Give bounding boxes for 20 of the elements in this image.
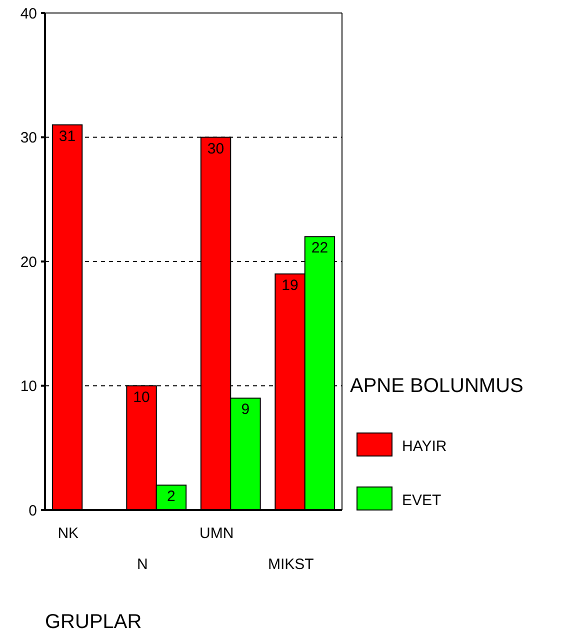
data-label: 2 bbox=[167, 488, 176, 506]
data-label: 10 bbox=[133, 388, 150, 406]
y-tick-label: 10 bbox=[20, 378, 37, 395]
data-label: 30 bbox=[207, 140, 224, 158]
y-tick-label: 20 bbox=[20, 254, 37, 271]
x-tick-label: UMN bbox=[200, 525, 234, 542]
legend-label: HAYIR bbox=[402, 438, 447, 455]
x-axis-title: GRUPLAR bbox=[45, 611, 142, 633]
legend-label: EVET bbox=[402, 492, 442, 509]
y-tick-label: 0 bbox=[28, 502, 37, 520]
data-label: 19 bbox=[282, 276, 298, 294]
y-tick-label: 30 bbox=[20, 130, 37, 146]
data-label: 31 bbox=[58, 128, 76, 145]
legend-title: APNE BOLUNMUS bbox=[350, 375, 524, 397]
y-tick-label: 40 bbox=[20, 5, 37, 22]
data-label: 22 bbox=[311, 240, 328, 257]
x-tick-label: N bbox=[136, 556, 148, 573]
data-label: 9 bbox=[241, 401, 250, 418]
x-tick-label: NK bbox=[58, 525, 79, 542]
x-tick-label: MIKST bbox=[268, 556, 314, 573]
